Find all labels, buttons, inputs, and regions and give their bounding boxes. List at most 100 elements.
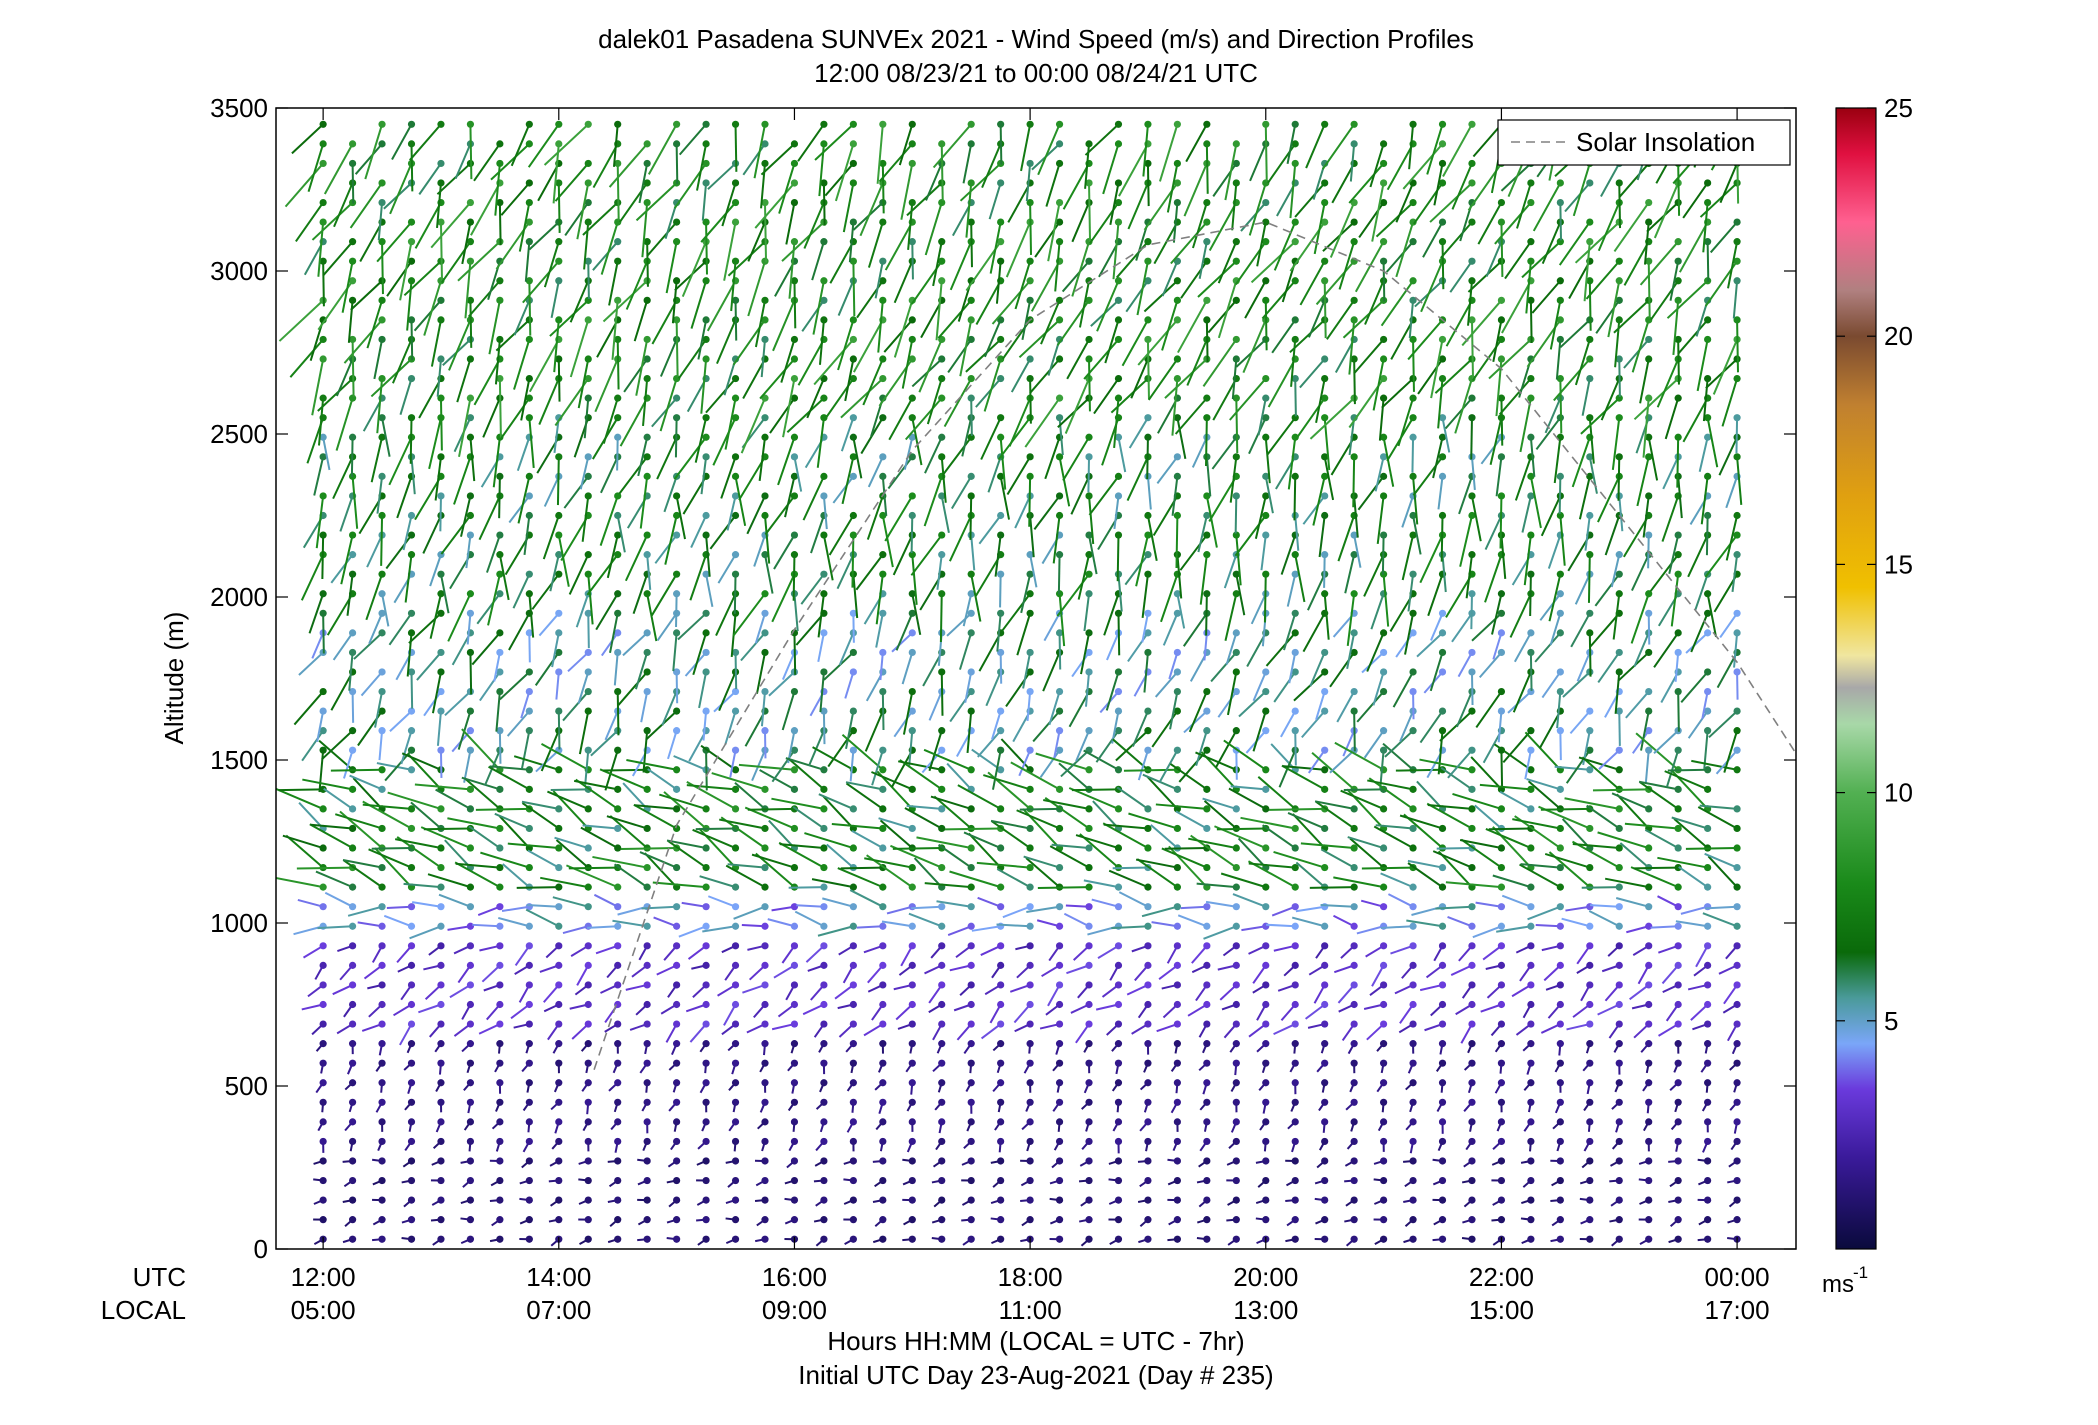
- wind-barb-shaft: [613, 863, 648, 888]
- wind-barb: [409, 922, 445, 940]
- wind-barb-dot: [673, 120, 681, 128]
- wind-barb-dot: [849, 1020, 857, 1028]
- wind-barb: [344, 1118, 357, 1132]
- wind-barb-dot: [348, 1137, 357, 1146]
- wind-barb: [1131, 1020, 1152, 1035]
- wind-barb-dot: [614, 785, 622, 793]
- wind-barb-shaft: [538, 378, 560, 425]
- wind-barb-shaft: [461, 776, 501, 791]
- wind-barb: [756, 1118, 769, 1130]
- wind-barb: [984, 981, 1005, 996]
- wind-barb-dot: [407, 942, 416, 950]
- wind-barb-shaft: [1123, 768, 1178, 772]
- wind-barb-dot: [1114, 1020, 1123, 1028]
- wind-barb-shaft: [556, 456, 560, 506]
- wind-barb-dot: [348, 922, 357, 930]
- wind-barb-shaft: [602, 768, 648, 772]
- wind-barb-dot: [879, 1176, 887, 1185]
- wind-barb-shaft: [719, 818, 766, 830]
- wind-barb: [944, 824, 1005, 833]
- wind-barb-shaft: [300, 554, 325, 601]
- wind-barb: [656, 961, 681, 976]
- wind-barb: [407, 668, 416, 709]
- wind-barb: [549, 551, 563, 592]
- wind-barb: [1168, 1216, 1181, 1226]
- wind-barb-dot: [348, 1235, 357, 1243]
- wind-barb: [1139, 1216, 1152, 1227]
- wind-barb: [301, 727, 327, 762]
- wind-barb-dot: [614, 942, 622, 950]
- wind-barb: [400, 981, 416, 1001]
- wind-barb-dot: [555, 551, 563, 559]
- wind-barb-dot: [407, 277, 416, 285]
- wind-barb-dot: [1114, 1098, 1123, 1106]
- wind-barb: [437, 218, 445, 282]
- wind-barb-dot: [967, 1196, 975, 1204]
- wind-barb: [578, 1157, 592, 1165]
- wind-barb-shaft: [528, 593, 535, 638]
- wind-barb: [319, 1137, 327, 1153]
- wind-barb-shaft: [616, 163, 620, 221]
- wind-barb-dot: [555, 140, 563, 148]
- wind-barb-shaft: [429, 593, 442, 639]
- wind-barb: [578, 1216, 592, 1224]
- wind-barb-dot: [938, 981, 946, 989]
- wind-barb-shaft: [582, 824, 618, 830]
- wind-barb-dot: [820, 961, 828, 969]
- wind-barb-dot: [997, 179, 1005, 187]
- wind-barb-shaft: [389, 710, 413, 732]
- wind-barb-dot: [555, 1040, 563, 1048]
- wind-barb: [357, 921, 386, 930]
- wind-barb-dot: [1026, 374, 1034, 383]
- wind-barb: [1144, 1137, 1152, 1152]
- wind-barb-dot: [908, 198, 916, 207]
- wind-barb-dot: [1114, 1079, 1123, 1087]
- wind-barb: [660, 1000, 681, 1015]
- wind-barb: [401, 1235, 416, 1243]
- wind-barb-dot: [1232, 1196, 1240, 1204]
- wind-barb-dot: [1026, 824, 1034, 833]
- wind-barb-dot: [967, 374, 975, 383]
- wind-barb: [457, 961, 475, 984]
- wind-barb-dot: [938, 1040, 946, 1048]
- wind-barb: [472, 922, 504, 930]
- wind-barb-dot: [820, 903, 828, 911]
- wind-barb-dot: [908, 883, 916, 891]
- wind-barb-shaft: [1057, 397, 1090, 428]
- wind-barb: [319, 1098, 327, 1113]
- wind-barb-dot: [614, 883, 622, 891]
- wind-barb-dot: [378, 414, 386, 422]
- wind-barb: [1108, 1196, 1123, 1205]
- wind-barb-shaft: [1162, 612, 1179, 646]
- wind-barb: [388, 609, 416, 646]
- wind-barb: [579, 453, 592, 490]
- wind-barb-shaft: [343, 749, 354, 779]
- wind-barb-dot: [348, 296, 357, 304]
- wind-barb: [697, 1137, 710, 1150]
- wind-barb-shaft: [465, 534, 472, 569]
- wind-barb: [371, 942, 386, 963]
- wind-barb-dot: [820, 1137, 828, 1146]
- wind-barb-shaft: [468, 825, 501, 849]
- wind-barb-dot: [584, 453, 592, 461]
- wind-barb-dot: [790, 922, 799, 930]
- wind-barb: [378, 238, 386, 295]
- wind-barb-dot: [584, 1137, 592, 1146]
- wind-barb: [637, 1176, 651, 1186]
- wind-barb-dot: [1203, 903, 1211, 911]
- wind-barb-dot: [820, 668, 828, 676]
- wind-barb-dot: [908, 922, 916, 930]
- wind-barb-shaft: [489, 765, 530, 771]
- wind-barb: [1026, 687, 1034, 722]
- wind-barb-dot: [997, 1137, 1005, 1146]
- wind-barb-dot: [584, 609, 592, 617]
- wind-barb-shaft: [675, 593, 678, 627]
- wind-barb-shaft: [1112, 866, 1148, 870]
- wind-barb: [1173, 1079, 1181, 1094]
- wind-barb: [906, 1137, 916, 1153]
- wind-barb-shaft: [608, 261, 619, 306]
- wind-barb: [435, 788, 475, 813]
- wind-barb-dot: [790, 1040, 799, 1048]
- wind-barb-dot: [378, 629, 386, 637]
- wind-barb: [934, 1098, 946, 1111]
